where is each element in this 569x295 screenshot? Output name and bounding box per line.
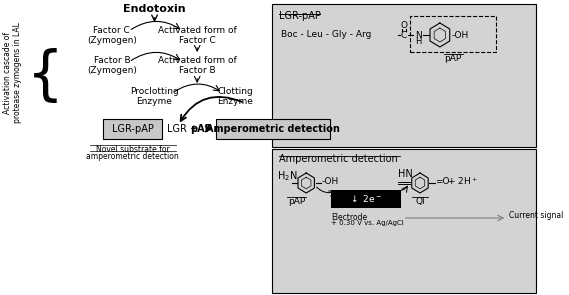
- Text: Proclotting
Enzyme: Proclotting Enzyme: [130, 87, 179, 106]
- Text: Clotting
Enzyme: Clotting Enzyme: [217, 87, 253, 106]
- FancyBboxPatch shape: [104, 119, 162, 139]
- Text: $\downarrow$ 2e$^-$: $\downarrow$ 2e$^-$: [349, 193, 382, 204]
- FancyBboxPatch shape: [272, 149, 535, 293]
- Text: Amperometric detection: Amperometric detection: [206, 124, 340, 134]
- Text: Boc - Leu - Gly - Arg: Boc - Leu - Gly - Arg: [281, 30, 371, 39]
- Text: pAP: pAP: [191, 124, 212, 134]
- Text: N: N: [415, 30, 422, 40]
- Text: + 0.30 V vs. Ag/AgCl: + 0.30 V vs. Ag/AgCl: [331, 220, 403, 226]
- Text: }: }: [13, 45, 50, 101]
- Text: pAP: pAP: [444, 54, 462, 63]
- Text: + 2H$^+$: + 2H$^+$: [447, 175, 477, 187]
- Text: =O: =O: [435, 176, 450, 186]
- FancyBboxPatch shape: [216, 119, 330, 139]
- Text: QI: QI: [415, 197, 425, 206]
- Text: amperometric detection: amperometric detection: [86, 152, 179, 161]
- Text: Factor C
(Zymogen): Factor C (Zymogen): [87, 26, 137, 45]
- Text: C: C: [401, 30, 407, 40]
- Text: -OH: -OH: [321, 176, 339, 186]
- Text: H: H: [415, 37, 421, 47]
- Text: Amperometric detection: Amperometric detection: [279, 154, 398, 164]
- Text: pAP: pAP: [288, 197, 306, 206]
- Text: LGR-pAP: LGR-pAP: [112, 124, 154, 134]
- FancyBboxPatch shape: [331, 190, 401, 208]
- Text: Current signal: Current signal: [509, 211, 563, 219]
- FancyBboxPatch shape: [272, 4, 535, 147]
- Text: Factor B
(Zymogen): Factor B (Zymogen): [87, 56, 137, 76]
- Text: H$_2$N: H$_2$N: [277, 169, 297, 183]
- Text: Novel substrate for: Novel substrate for: [96, 145, 170, 154]
- Text: Endotoxin: Endotoxin: [123, 4, 186, 14]
- Text: Activated form of
Factor B: Activated form of Factor B: [158, 56, 237, 76]
- Text: Activation cascade of
protease zymogens in LAL: Activation cascade of protease zymogens …: [3, 22, 22, 123]
- Text: LGR-pAP: LGR-pAP: [279, 11, 320, 21]
- Text: O: O: [401, 22, 407, 30]
- Text: HN: HN: [398, 169, 413, 179]
- Text: LGR +: LGR +: [167, 124, 198, 134]
- Text: Electrode: Electrode: [331, 213, 367, 222]
- Text: -OH: -OH: [451, 30, 468, 40]
- Text: Activated form of
Factor C: Activated form of Factor C: [158, 26, 237, 45]
